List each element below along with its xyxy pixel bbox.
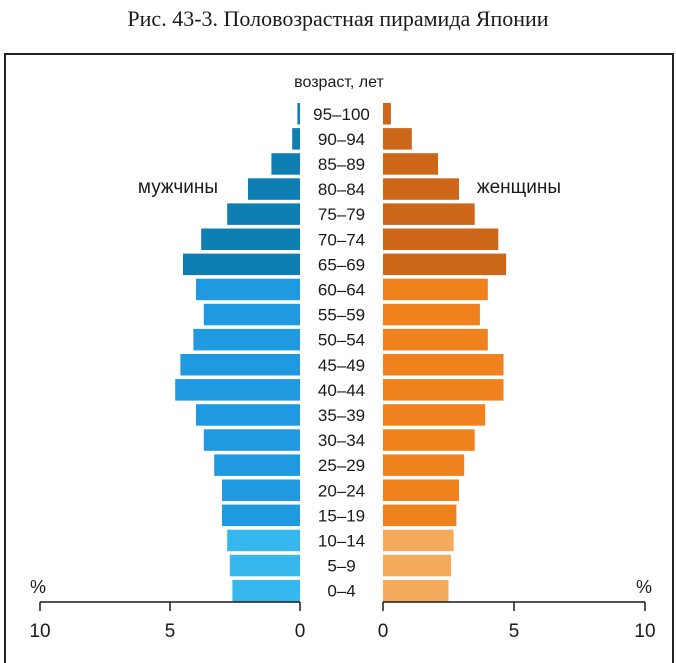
female-bar — [383, 429, 475, 451]
female-bar — [383, 253, 507, 276]
age-group-label: 55–59 — [318, 306, 365, 325]
male-bar — [201, 228, 300, 250]
male-bar — [203, 429, 300, 451]
age-group-label: 75–79 — [318, 205, 365, 224]
female-bar — [383, 404, 486, 426]
male-bar — [214, 454, 300, 476]
male-series-label: мужчины — [138, 177, 218, 198]
chart-frame — [4, 53, 674, 663]
male-bar — [227, 203, 300, 225]
bars-group: 95–100 90–94 85–89 80–84 75–79 70–74 65–69 60–6… — [175, 103, 507, 602]
female-bar — [383, 153, 438, 175]
female-bar — [383, 303, 480, 326]
age-group-label: 5–9 — [327, 557, 355, 576]
female-bar — [383, 278, 488, 301]
figure-caption: Рис. 43-3. Половозрастная пирамида Япони… — [127, 6, 549, 31]
female-bar — [383, 178, 459, 200]
male-bar — [203, 303, 300, 326]
left-axis-unit: % — [30, 577, 46, 597]
right-axis-tick-label: 5 — [509, 621, 520, 642]
axes-group: 10 5 0 0 5 10 — [29, 601, 656, 642]
female-bar — [383, 128, 412, 150]
left-axis-tick-label: 0 — [295, 621, 306, 642]
right-axis-tick-label: 0 — [378, 621, 389, 642]
female-bar — [383, 579, 449, 602]
male-bar — [180, 354, 300, 376]
female-bar — [383, 479, 459, 501]
age-group-label: 90–94 — [318, 130, 365, 149]
age-axis-title: возраст, лет — [294, 74, 384, 91]
female-bar — [383, 554, 452, 577]
age-group-label: 80–84 — [318, 180, 365, 199]
female-bar — [383, 103, 391, 125]
right-axis-unit: % — [636, 577, 652, 597]
age-group-label: 60–64 — [318, 281, 365, 300]
age-group-label: 35–39 — [318, 406, 365, 425]
male-bar — [248, 178, 300, 200]
male-bar — [222, 504, 300, 527]
male-bar — [196, 404, 300, 426]
age-group-label: 25–29 — [318, 456, 365, 475]
female-series-label: женщины — [477, 177, 561, 198]
female-bar — [383, 454, 465, 476]
age-group-label: 0–4 — [327, 582, 355, 601]
age-group-label: 20–24 — [318, 481, 365, 500]
right-axis-tick-label: 10 — [634, 621, 655, 642]
female-bar — [383, 529, 454, 552]
age-group-label: 85–89 — [318, 155, 365, 174]
male-bar — [271, 153, 300, 175]
age-group-label: 15–19 — [318, 506, 365, 525]
male-bar — [232, 579, 300, 602]
female-bar — [383, 379, 504, 401]
male-bar — [229, 554, 300, 577]
age-group-label: 65–69 — [318, 255, 365, 274]
male-bar — [292, 128, 300, 150]
age-group-label: 45–49 — [318, 356, 365, 375]
left-axis-tick-label: 5 — [165, 621, 176, 642]
age-group-label: 10–14 — [318, 532, 365, 551]
age-group-label: 50–54 — [318, 331, 365, 350]
male-bar — [175, 379, 300, 401]
male-bar — [193, 328, 300, 351]
male-bar — [183, 253, 300, 276]
age-group-label: 95–100 — [313, 105, 370, 124]
female-bar — [383, 354, 504, 376]
male-bar — [196, 278, 300, 301]
female-bar — [383, 203, 475, 225]
female-bar — [383, 228, 499, 250]
female-bar — [383, 504, 457, 527]
age-group-label: 70–74 — [318, 230, 365, 249]
male-bar — [222, 479, 300, 501]
male-bar — [227, 529, 300, 552]
age-group-label: 40–44 — [318, 381, 365, 400]
left-axis-tick-label: 10 — [29, 621, 50, 642]
age-group-label: 30–34 — [318, 431, 365, 450]
female-bar — [383, 328, 488, 351]
male-bar — [297, 103, 300, 125]
